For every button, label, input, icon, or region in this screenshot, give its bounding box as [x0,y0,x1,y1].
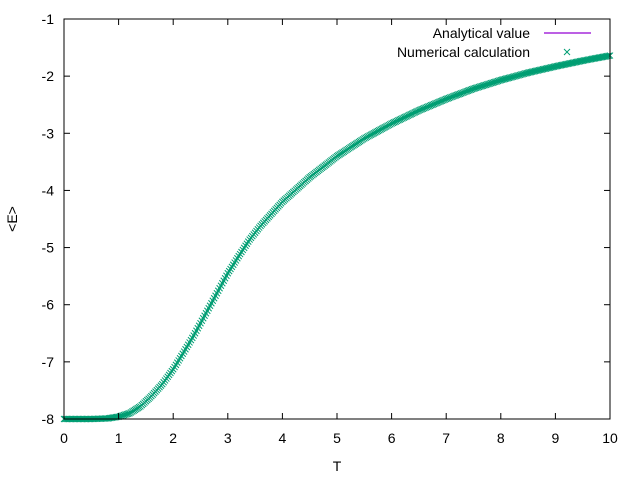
legend-marker-x [563,48,571,56]
x-tick-label: 1 [115,430,123,446]
legend-label-analytical: Analytical value [433,25,530,41]
x-tick-label: 0 [60,430,68,446]
y-tick-label: -3 [42,125,55,141]
ticks-layer: 0 1 2 3 4 5 6 7 8 9 10 -8 -7 -6 -5 -4 -3 -2 -1 [42,11,618,446]
x-tick-label: 4 [279,430,287,446]
x-tick-label: 8 [497,430,505,446]
legend: Analytical value Numerical calculation [397,25,591,60]
x-axis-label: T [333,458,342,474]
x-tick-label: 7 [442,430,450,446]
x-tick-label: 9 [552,430,560,446]
y-axis-label: <E> [4,206,20,232]
x-tick-label: 10 [602,430,618,446]
y-tick-label: -4 [42,182,55,198]
numerical-calculation-markers [60,52,614,423]
numerical-point [605,52,612,60]
numerical-point [603,52,611,60]
y-tick-label: -2 [42,68,55,84]
legend-label-numerical: Numerical calculation [397,44,530,60]
x-tick-label: 2 [169,430,177,446]
y-tick-label: -7 [42,354,55,370]
x-tick-label: 3 [224,430,232,446]
x-tick-label: 5 [333,430,341,446]
series-layer [60,52,614,423]
x-tick-label: 6 [388,430,396,446]
legend-swatch-numerical [563,48,571,56]
y-tick-label: -5 [42,240,55,256]
y-tick-label: -8 [42,411,55,427]
y-tick-label: -6 [42,297,55,313]
plot-frame [63,18,611,420]
y-tick-label: -1 [42,11,55,27]
